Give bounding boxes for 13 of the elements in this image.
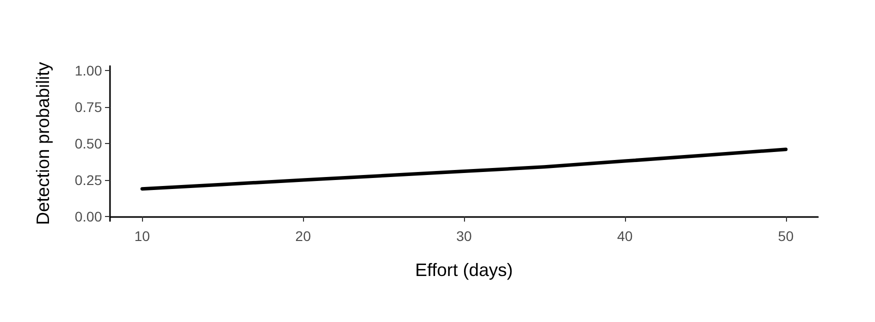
y-tick-label: 0.50 — [74, 136, 102, 152]
line-series — [140, 148, 788, 191]
x-tick-label: 50 — [778, 228, 794, 244]
y-tick-label: 1.00 — [74, 62, 102, 78]
x-tick-label: 20 — [295, 228, 312, 244]
x-axis-title: Effort (days) — [415, 260, 513, 280]
x-tick-label: 40 — [617, 228, 633, 244]
y-tick-label: 0.75 — [74, 98, 102, 115]
x-tick-label: 30 — [456, 228, 472, 244]
y-tick-label: 0.00 — [74, 208, 102, 225]
y-tick-label: 0.25 — [74, 172, 102, 188]
x-tick-label: 10 — [134, 228, 150, 244]
y-axis-title: Detection probability — [33, 62, 53, 226]
